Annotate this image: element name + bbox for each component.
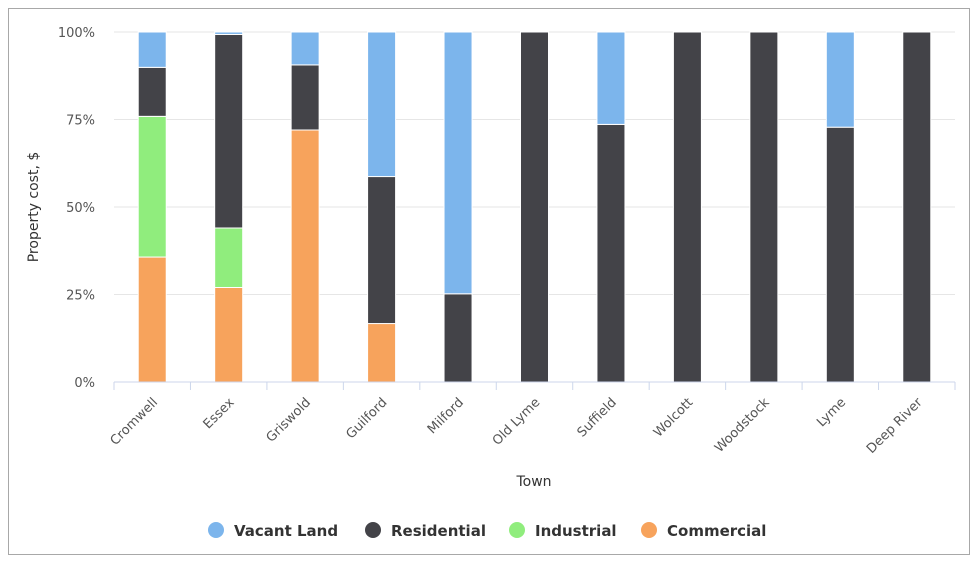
x-axis-ticks: Cromwell Essex Griswold Guilford Milford Old … xyxy=(108,382,956,457)
bar-segment[interactable] xyxy=(596,31,626,125)
x-axis-title: Town xyxy=(515,474,551,490)
bar-segment[interactable] xyxy=(520,31,549,383)
bar-segment[interactable] xyxy=(825,31,855,128)
legend-item[interactable]: Vacant Land xyxy=(208,522,338,540)
bar-segment[interactable] xyxy=(596,123,626,383)
x-tick-label: Guilford xyxy=(343,395,390,442)
y-axis-ticks: 0% 25% 50% 75% 100% xyxy=(58,26,95,391)
bar-segment[interactable] xyxy=(137,31,167,68)
legend-marker xyxy=(208,522,224,538)
bar-segment[interactable] xyxy=(672,31,702,383)
legend-item[interactable]: Residential xyxy=(365,522,486,540)
legend-label: Residential xyxy=(391,522,486,540)
y-tick-label: 25% xyxy=(66,289,95,304)
legend-item[interactable]: Industrial xyxy=(509,522,617,540)
bar-segment[interactable] xyxy=(749,31,779,383)
bar-segment[interactable] xyxy=(367,31,397,178)
y-axis-title: Property cost, $ xyxy=(26,152,42,263)
y-tick-label: 75% xyxy=(66,114,95,129)
bar-segment[interactable] xyxy=(137,66,167,117)
legend-label: Industrial xyxy=(535,522,617,540)
bar-segment[interactable] xyxy=(214,227,244,288)
x-tick-label: Woodstock xyxy=(712,395,773,456)
bar-segment[interactable] xyxy=(825,126,855,383)
legend-marker xyxy=(365,522,381,538)
legend: Vacant Land Residential Industrial Commerci… xyxy=(208,522,766,540)
x-tick-label: Cromwell xyxy=(108,395,161,448)
x-tick-label: Lyme xyxy=(814,395,849,430)
bar-segment[interactable] xyxy=(367,323,397,383)
legend-marker xyxy=(509,522,525,538)
y-tick-label: 100% xyxy=(58,26,95,41)
x-tick-label: Old Lyme xyxy=(490,395,543,448)
y-tick-label: 50% xyxy=(66,201,95,216)
x-tick-label: Deep River xyxy=(864,395,926,457)
bar-segment[interactable] xyxy=(137,256,167,383)
bar-segment[interactable] xyxy=(443,31,473,295)
x-tick-label: Wolcott xyxy=(651,395,696,440)
bar-segment[interactable] xyxy=(443,293,473,383)
legend-marker xyxy=(641,522,657,538)
bar-segment[interactable] xyxy=(290,31,320,66)
x-tick-label: Griswold xyxy=(264,395,314,445)
bar-segment[interactable] xyxy=(214,31,244,35)
legend-label: Commercial xyxy=(667,522,766,540)
bar-segment[interactable] xyxy=(367,176,397,325)
chart-frame xyxy=(8,8,970,555)
bar-segment[interactable] xyxy=(902,31,932,383)
x-tick-label: Essex xyxy=(201,395,238,432)
bar-segment[interactable] xyxy=(214,287,244,383)
y-tick-label: 0% xyxy=(74,376,95,391)
legend-label: Vacant Land xyxy=(234,522,338,540)
legend-item[interactable]: Commercial xyxy=(641,522,766,540)
bar-segment[interactable] xyxy=(214,33,244,229)
x-tick-label: Milford xyxy=(425,395,467,437)
bars xyxy=(137,31,932,383)
bar-segment[interactable] xyxy=(290,129,320,383)
bar-segment[interactable] xyxy=(290,64,320,131)
x-tick-label: Suffield xyxy=(575,395,620,440)
bar-segment[interactable] xyxy=(137,115,167,258)
